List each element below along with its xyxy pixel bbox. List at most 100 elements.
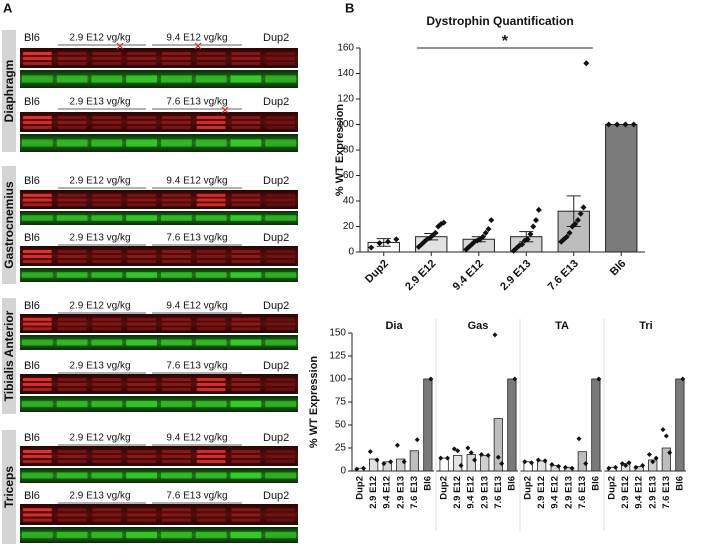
blot-band [56,75,88,83]
blot-band [162,198,191,202]
blot-red [20,190,298,209]
data-point [667,450,673,456]
blot-band [92,260,122,263]
blot-band [127,260,156,263]
blot-band [23,450,52,453]
blot-band [196,193,226,197]
blot-band [127,388,156,391]
blot-band [126,139,157,147]
blot-band [196,203,226,207]
blot-band [266,52,295,55]
blot-band [57,327,87,331]
data-point [576,436,582,442]
blot-band [57,383,87,386]
blot-band [265,272,296,278]
blot-band [57,518,87,522]
bar [439,457,449,472]
y-tick-label: 150 [329,328,346,339]
blot-band [23,198,52,202]
x-tick-label: 7.6 E13 [577,476,588,509]
blot-band [23,513,52,517]
data-point [468,450,474,456]
y-tick-label: 140 [337,68,354,79]
y-tick-label: 40 [343,196,355,207]
blot-band [231,327,261,331]
blot-band [162,255,191,258]
blot-band [162,193,191,197]
x-tick-label: 2.9 E12 [620,476,631,509]
blot-band [196,126,226,129]
blot-band [266,317,295,321]
blot-band [230,400,262,408]
blot-band [162,378,191,381]
blot-band [126,400,157,408]
lane-label: Dup2 [263,360,289,372]
lane-label: 9.4 E12 vg/kg [166,433,227,444]
x-tick-label: 9.4 E12 [550,476,561,509]
blot-band [195,215,227,221]
data-point [444,455,450,461]
bar [382,461,392,472]
bar [396,458,406,472]
blot-band [231,460,261,463]
x-tick-label: 2.9 E12 [452,476,463,509]
blot-band [162,203,191,207]
blot-band [92,250,122,253]
facet-title: TA [555,320,569,332]
blot-band [23,378,52,381]
blot-band [162,121,191,124]
blot-band [266,388,295,391]
blot-band [265,400,296,408]
blot-band [162,116,191,119]
blot-band [91,139,123,147]
blot-band [266,260,295,263]
blot-band [127,198,156,202]
blot-band [57,57,87,60]
blot-band [162,322,191,326]
blot-band [23,460,52,463]
data-point [572,220,579,227]
blot-band [127,317,156,321]
blot-band [196,518,226,522]
blot-band [230,75,262,83]
blot-band [57,388,87,391]
data-point [354,466,360,472]
blot-band [127,378,156,381]
blot-band [162,317,191,321]
blot-band [57,52,87,55]
blot-band [162,383,191,386]
data-point [650,459,656,465]
blot-band [22,531,53,539]
bar [523,461,533,472]
blot-red [20,446,298,466]
bar [537,460,547,472]
data-point [653,455,659,461]
blot-band [56,339,88,346]
data-point [612,464,618,470]
data-point [633,464,639,470]
data-point [660,427,666,433]
blot-band [231,193,261,197]
lane-label: 2.9 E13 vg/kg [69,491,130,502]
blot-band [92,388,122,391]
blot-band [57,198,87,202]
blot-band [92,508,122,512]
data-point [623,462,629,468]
data-point [646,451,652,457]
blot-band [22,215,53,221]
blot-band [92,116,122,119]
data-point [485,452,491,458]
data-point [577,210,584,217]
blot-band [196,388,226,391]
lane-label: Dup2 [263,432,289,444]
y-tick-label: 60 [343,170,355,181]
data-point [574,217,581,224]
y-axis-label: % WT Expression [308,356,320,449]
y-tick-label: 100 [337,119,354,130]
x-tick-label: 7.6 E13 [546,258,581,293]
blot-band [231,121,261,124]
bar [661,447,671,472]
blot-band [56,531,88,539]
blot-band [230,472,262,479]
blot-band [161,215,192,221]
